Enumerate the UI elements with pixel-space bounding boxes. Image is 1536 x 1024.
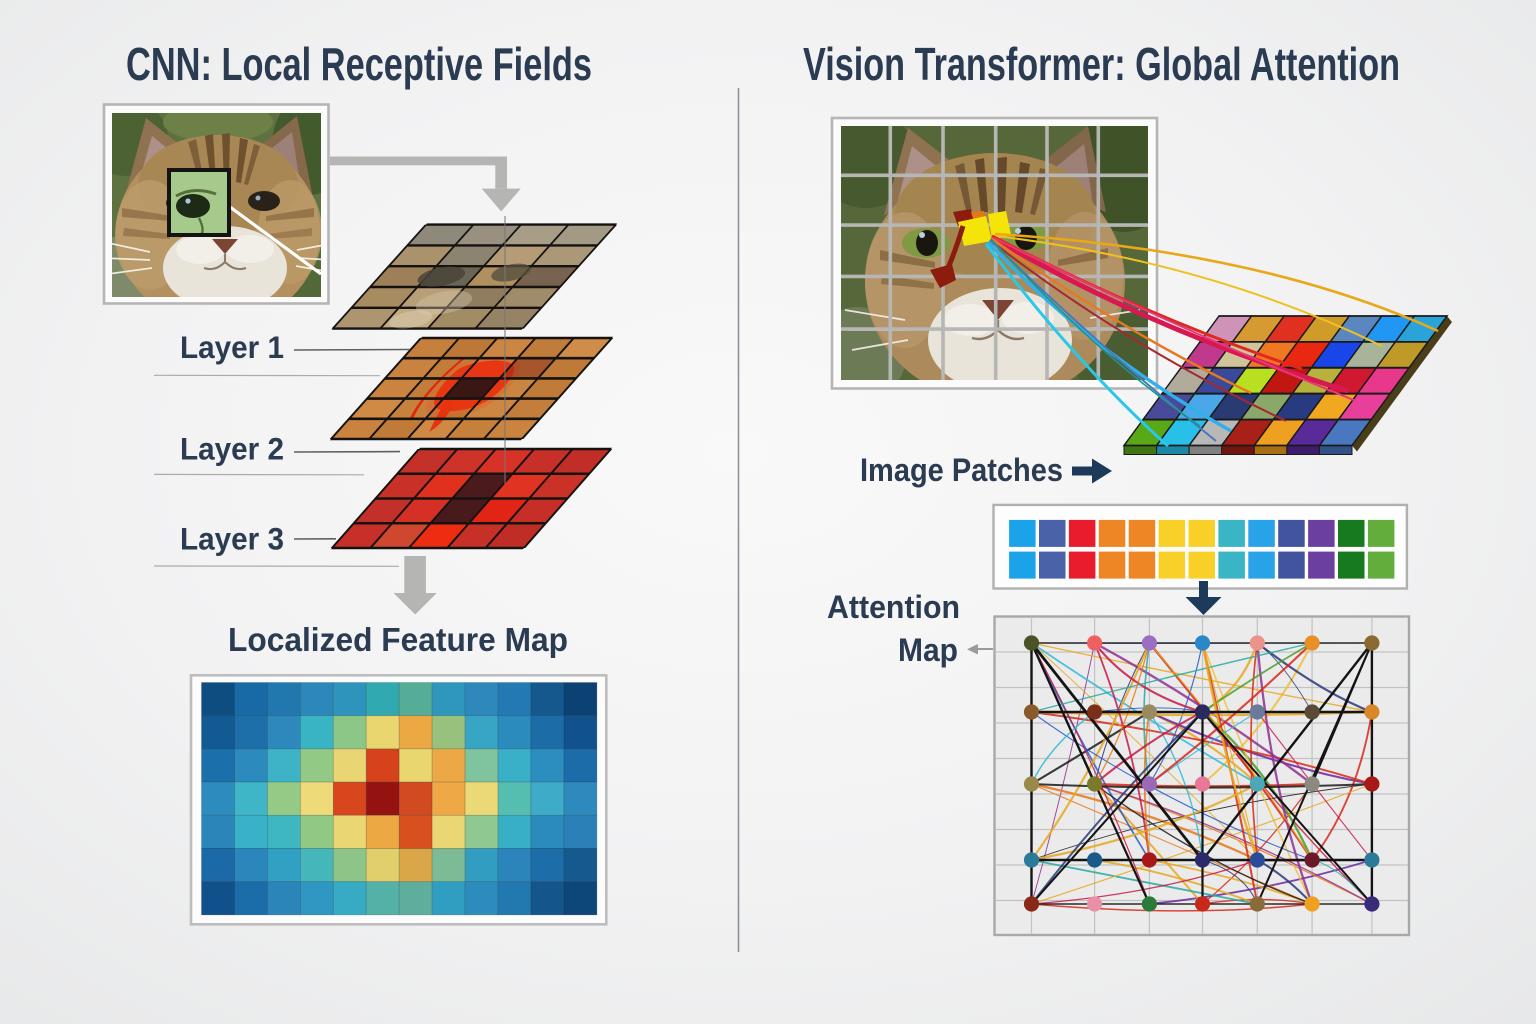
svg-text:Layer 2: Layer 2: [180, 431, 284, 467]
svg-text:Layer 3: Layer 3: [180, 521, 284, 557]
svg-text:CNN: Local Receptive Fields: CNN: Local Receptive Fields: [126, 38, 592, 90]
svg-text:Localized Feature Map: Localized Feature Map: [228, 621, 568, 658]
svg-text:Attention: Attention: [827, 589, 960, 625]
svg-text:Image Patches: Image Patches: [860, 452, 1063, 488]
svg-text:Map: Map: [898, 632, 958, 668]
svg-text:Layer 1: Layer 1: [180, 329, 284, 365]
svg-text:Vision Transformer: Global Att: Vision Transformer: Global Attention: [803, 38, 1400, 90]
